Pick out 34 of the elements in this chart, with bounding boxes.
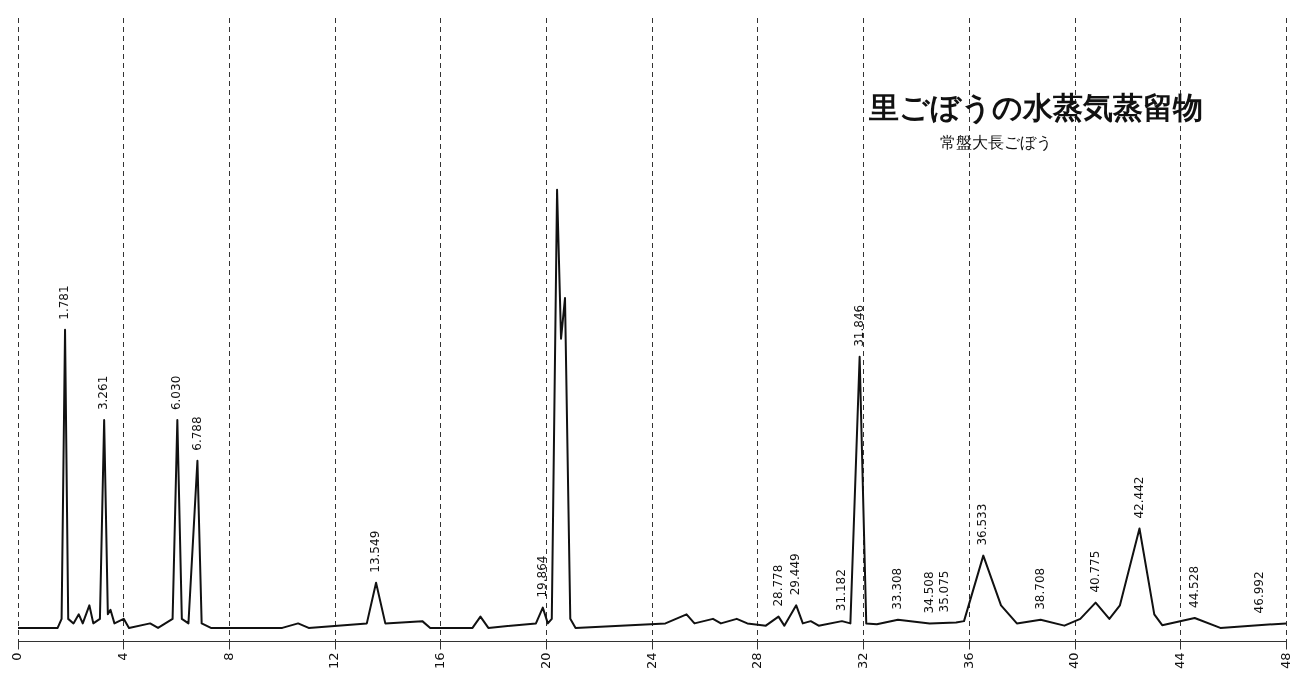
x-tick-label: 36	[960, 652, 976, 669]
annotation: 34.508	[921, 571, 936, 614]
x-tick-label: 24	[643, 652, 659, 669]
annotation: 1.781	[57, 285, 72, 320]
annotation: 35.075	[936, 570, 951, 613]
x-tick-label: 32	[854, 652, 870, 669]
x-tick-label: 12	[326, 652, 342, 669]
x-tick-label: 8	[220, 652, 236, 661]
annotation: 36.533	[975, 503, 990, 546]
annotation: 3.261	[96, 375, 111, 411]
x-tick-label: 28	[749, 652, 765, 669]
annotation: 33.308	[890, 567, 905, 610]
annotation: 31.846	[851, 304, 866, 347]
annotation: 44.528	[1186, 565, 1201, 608]
x-tick-label: 40	[1066, 652, 1082, 669]
annotation: 28.778	[770, 564, 785, 607]
annotation: 13.549	[368, 530, 383, 573]
annotation: 31.182	[834, 569, 849, 612]
annotation: 19.864	[534, 555, 549, 598]
annotation: 42.442	[1131, 476, 1146, 519]
annotation: 6.788	[189, 416, 204, 451]
x-tick-label: 16	[432, 652, 448, 669]
annotation: 46.992	[1252, 571, 1267, 614]
annotation: 38.708	[1032, 567, 1047, 610]
x-tick-label: 48	[1277, 652, 1293, 669]
annotation: 29.449	[788, 553, 803, 596]
x-tick-label: 20	[537, 652, 553, 669]
x-tick-label: 4	[115, 652, 131, 661]
chart-subtitle: 常盤大長ごぼう	[940, 133, 1053, 152]
chart-title: 里ごぼうの水蒸気蒸留物	[868, 90, 1204, 125]
x-tick-label: 44	[1172, 652, 1188, 669]
annotation: 6.030	[169, 375, 184, 411]
x-tick-label: 0	[9, 652, 25, 661]
annotation: 40.775	[1087, 550, 1102, 593]
